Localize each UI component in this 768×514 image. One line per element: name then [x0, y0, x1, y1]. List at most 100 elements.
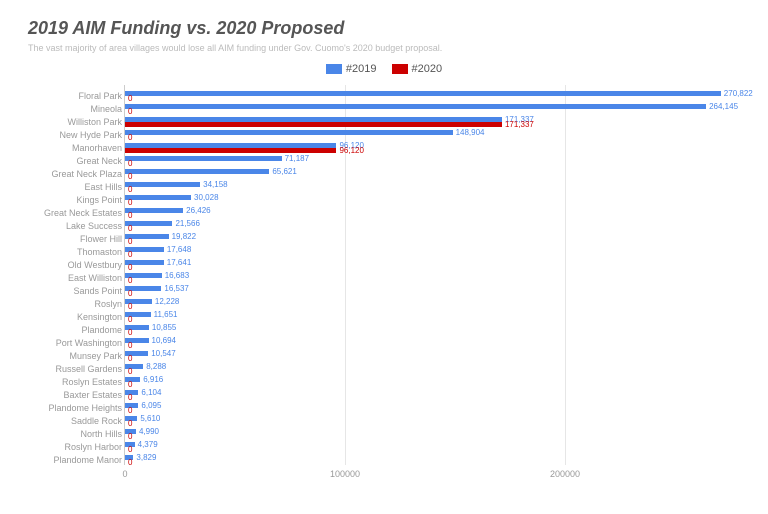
bar-value-label-2020: 0 [128, 304, 132, 309]
bar-value-label-2019: 6,095 [141, 403, 161, 408]
y-axis-category-label: Floral Park [78, 91, 122, 101]
bar-value-label-2019: 10,694 [152, 338, 176, 343]
bar-value-label-2019: 8,288 [146, 364, 166, 369]
bar-value-label-2019: 19,822 [172, 234, 196, 239]
bar-value-label-2020: 0 [128, 135, 132, 140]
y-axis-category-label: Great Neck Plaza [51, 169, 122, 179]
y-axis-category-label: Lake Success [66, 221, 122, 231]
bar-value-label-2019: 148,904 [456, 130, 485, 135]
bar-value-label-2019: 6,916 [143, 377, 163, 382]
y-axis-category-label: Kensington [77, 312, 122, 322]
bar-value-label-2020: 0 [128, 187, 132, 192]
chart-subtitle: The vast majority of area villages would… [28, 43, 740, 53]
bar-value-label-2019: 30,028 [194, 195, 218, 200]
y-axis-category-label: North Hills [80, 429, 122, 439]
bar-value-label-2019: 26,426 [186, 208, 210, 213]
y-axis-category-label: Saddle Rock [71, 416, 122, 426]
bar-value-label-2020: 0 [128, 460, 132, 465]
x-tick-label: 0 [122, 469, 127, 479]
y-axis-category-label: Roslyn Estates [62, 377, 122, 387]
x-tick-label: 100000 [330, 469, 360, 479]
y-axis-category-label: Manorhaven [72, 143, 122, 153]
x-tick-label: 200000 [550, 469, 580, 479]
bar-value-label-2019: 4,990 [139, 429, 159, 434]
bar-value-label-2019: 65,621 [272, 169, 296, 174]
bars-area: 0100000200000270,8220264,1450171,337171,… [124, 85, 741, 465]
bar-value-label-2020: 0 [128, 265, 132, 270]
y-axis-category-label: Port Washington [56, 338, 122, 348]
y-axis-category-label: New Hyde Park [59, 130, 122, 140]
bar-value-label-2020: 0 [128, 356, 132, 361]
bar-value-label-2020: 0 [128, 161, 132, 166]
legend-item-2020: #2020 [392, 63, 443, 75]
bar-value-label-2020: 0 [128, 213, 132, 218]
bar-value-label-2019: 10,855 [152, 325, 176, 330]
bar-value-label-2019: 17,641 [167, 260, 191, 265]
y-axis-category-label: Plandome [81, 325, 122, 335]
bar-value-label-2019: 5,610 [140, 416, 160, 421]
bar-value-label-2020: 0 [128, 200, 132, 205]
bar-value-label-2019: 71,187 [285, 156, 309, 161]
bar-value-label-2019: 10,547 [151, 351, 175, 356]
y-axis-category-label: Great Neck [76, 156, 122, 166]
bar-value-label-2019: 264,145 [709, 104, 738, 109]
y-axis-category-label: Flower Hill [80, 234, 122, 244]
bar-value-label-2020: 0 [128, 421, 132, 426]
bar-value-label-2020: 0 [128, 382, 132, 387]
bar-value-label-2020: 0 [128, 330, 132, 335]
bar-value-label-2019: 4,379 [138, 442, 158, 447]
legend-swatch-2019 [326, 64, 342, 74]
chart-container: 2019 AIM Funding vs. 2020 Proposed The v… [0, 0, 768, 514]
bar-value-label-2019: 6,104 [141, 390, 161, 395]
bar-value-label-2019: 11,651 [154, 312, 178, 317]
bar-value-label-2020: 0 [128, 395, 132, 400]
y-axis-category-label: Mineola [90, 104, 122, 114]
bar-2019 [125, 156, 282, 161]
legend-swatch-2020 [392, 64, 408, 74]
y-axis-category-label: Great Neck Estates [44, 208, 122, 218]
bar-value-label-2020: 0 [128, 369, 132, 374]
chart-title: 2019 AIM Funding vs. 2020 Proposed [28, 18, 740, 39]
bar-2019 [125, 169, 269, 174]
bar-value-label-2020: 0 [128, 109, 132, 114]
y-axis-category-label: East Williston [68, 273, 122, 283]
bar-value-label-2020: 0 [128, 96, 132, 101]
chart-legend: #2019 #2020 [28, 63, 740, 77]
y-axis-category-label: Sands Point [73, 286, 122, 296]
bar-value-label-2020: 0 [128, 408, 132, 413]
bar-value-label-2019: 3,829 [136, 455, 156, 460]
bar-value-label-2020: 0 [128, 174, 132, 179]
y-axis-category-label: Williston Park [67, 117, 122, 127]
bar-value-label-2020: 0 [128, 434, 132, 439]
y-axis-category-label: Baxter Estates [63, 390, 122, 400]
y-axis-category-label: Munsey Park [69, 351, 122, 361]
bar-2019 [125, 130, 453, 135]
y-axis-category-label: East Hills [84, 182, 122, 192]
bar-value-label-2020: 0 [128, 447, 132, 452]
legend-item-2019: #2019 [326, 63, 377, 75]
bar-2019 [125, 195, 191, 200]
bar-value-label-2019: 270,822 [724, 91, 753, 96]
y-axis-category-label: Russell Gardens [55, 364, 122, 374]
bar-value-label-2019: 17,648 [167, 247, 191, 252]
gridline [565, 85, 566, 465]
bar-value-label-2020: 0 [128, 278, 132, 283]
bar-value-label-2019: 16,537 [164, 286, 188, 291]
bar-2019 [125, 91, 721, 96]
plot-area: Floral Park Mineola Williston Park New Hyde… [28, 85, 740, 481]
y-axis-category-label: Kings Point [76, 195, 122, 205]
bar-value-label-2019: 21,566 [175, 221, 199, 226]
bar-value-label-2019: 12,228 [155, 299, 179, 304]
bar-2019 [125, 182, 200, 187]
y-axis-category-label: Plandome Heights [48, 403, 122, 413]
y-axis-category-label: Old Westbury [68, 260, 122, 270]
legend-label-2019: #2019 [346, 63, 377, 75]
legend-label-2020: #2020 [412, 63, 443, 75]
y-axis-category-label: Plandome Manor [53, 455, 122, 465]
bar-value-label-2019: 16,683 [165, 273, 189, 278]
bar-2020 [125, 122, 502, 127]
bar-2020 [125, 148, 336, 153]
bar-value-label-2020: 0 [128, 226, 132, 231]
bar-value-label-2020: 0 [128, 239, 132, 244]
bar-value-label-2019: 34,158 [203, 182, 227, 187]
